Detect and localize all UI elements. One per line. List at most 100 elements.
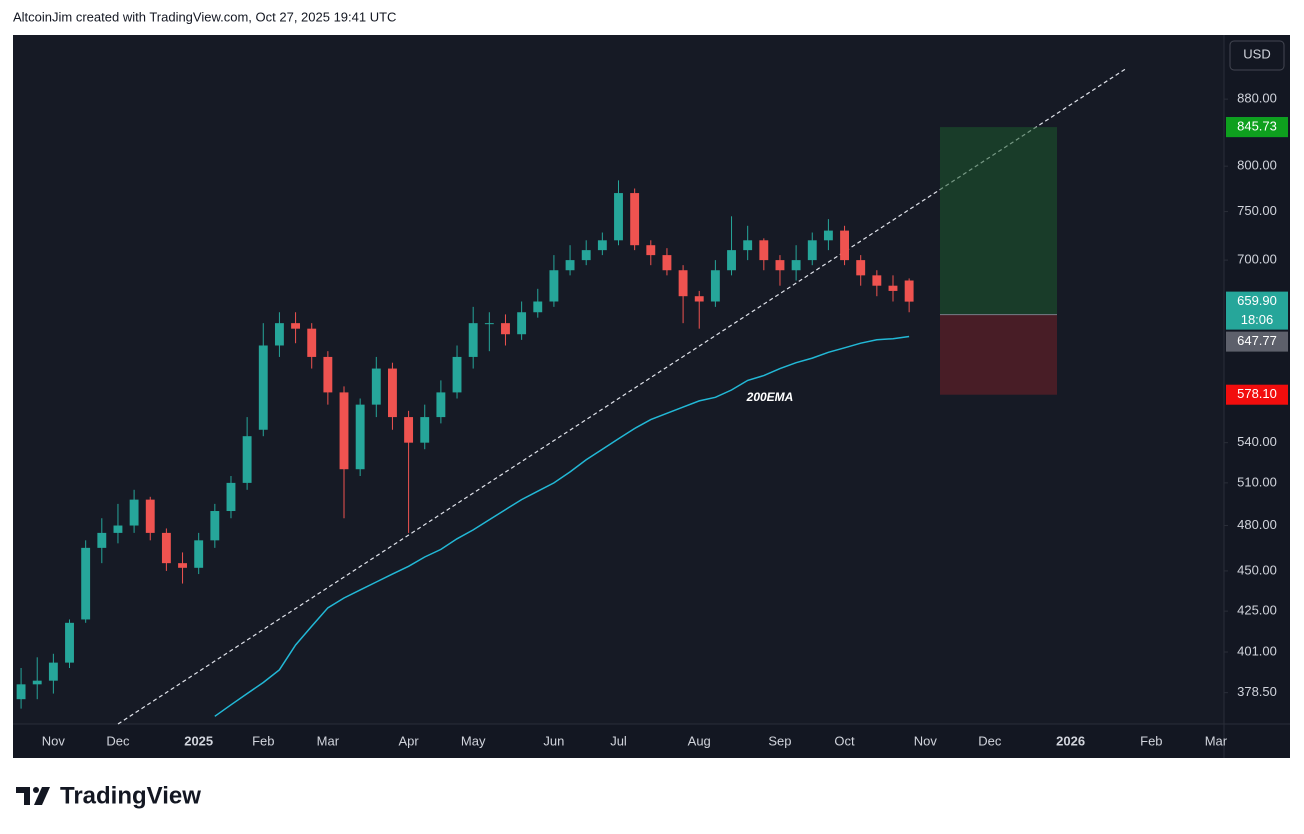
candle-body bbox=[597, 240, 607, 251]
countdown: 18:06 bbox=[1241, 312, 1274, 327]
candle-body bbox=[323, 356, 333, 393]
candle-body bbox=[274, 323, 284, 346]
x-tick-label: 2026 bbox=[1056, 733, 1085, 748]
x-tick-label: Mar bbox=[1205, 733, 1228, 748]
currency-button[interactable] bbox=[1229, 40, 1285, 71]
candle-body bbox=[872, 275, 882, 286]
target-tag: 845.73 bbox=[1237, 119, 1277, 134]
candle-body bbox=[614, 193, 623, 241]
candle-body bbox=[307, 328, 317, 357]
candle-body bbox=[904, 280, 914, 302]
x-tick-label: Jul bbox=[610, 733, 627, 748]
x-tick-label: Feb bbox=[1140, 733, 1162, 748]
candle-body bbox=[145, 499, 155, 533]
candle-body bbox=[242, 436, 252, 483]
candle-body bbox=[404, 417, 414, 443]
candle-body bbox=[355, 404, 365, 470]
candle-body bbox=[32, 680, 42, 685]
candle-body bbox=[840, 230, 849, 261]
last-tag-bg bbox=[1226, 291, 1288, 330]
stop-zone bbox=[940, 314, 1057, 395]
y-tick-label: 880.00 bbox=[1237, 91, 1277, 106]
logo-icon bbox=[16, 787, 30, 805]
ema-line bbox=[214, 335, 910, 717]
stop-tag: 578.10 bbox=[1237, 386, 1277, 401]
logo-icon bbox=[34, 787, 50, 805]
candle-body bbox=[258, 345, 268, 430]
candle-body bbox=[291, 323, 301, 329]
y-tick-label: 425.00 bbox=[1237, 603, 1277, 618]
target-tag-fill bbox=[1226, 117, 1288, 138]
candle-body bbox=[807, 240, 817, 261]
entry-tag-bg bbox=[1226, 331, 1288, 352]
candle-body bbox=[452, 356, 462, 393]
candle-body bbox=[533, 301, 543, 313]
candle-body bbox=[436, 392, 446, 418]
candle-body bbox=[178, 563, 187, 568]
logo-icon bbox=[33, 787, 39, 793]
candle-body bbox=[517, 312, 527, 335]
candle-body bbox=[565, 260, 575, 271]
logo: TradingView bbox=[16, 782, 201, 809]
candle-body bbox=[388, 368, 397, 418]
candle-body bbox=[339, 392, 349, 470]
last-tag: 659.90 bbox=[1237, 293, 1277, 308]
candle-body bbox=[371, 368, 381, 405]
x-tick-label: Nov bbox=[42, 733, 66, 748]
y-tick-label: 800.00 bbox=[1237, 158, 1277, 173]
candle-body bbox=[48, 662, 58, 681]
x-tick-label: Nov bbox=[914, 733, 938, 748]
y-tick-label: 401.00 bbox=[1237, 643, 1277, 658]
candle-body bbox=[743, 240, 753, 251]
target-zone bbox=[940, 127, 1057, 315]
x-tick-label: Dec bbox=[106, 733, 130, 748]
x-tick-label: Jun bbox=[543, 733, 564, 748]
y-tick-label: 378.50 bbox=[1237, 684, 1277, 699]
y-tick-label: 450.00 bbox=[1237, 562, 1277, 577]
candle-body bbox=[759, 240, 769, 261]
ema-label: 200EMA bbox=[746, 390, 794, 404]
y-tick-label: 480.00 bbox=[1237, 517, 1277, 532]
y-tick-label: 540.00 bbox=[1237, 434, 1277, 449]
candle-body bbox=[727, 250, 736, 271]
x-tick-label: Mar bbox=[317, 733, 340, 748]
candle-body bbox=[662, 255, 672, 271]
candle-body bbox=[694, 296, 704, 302]
candle-body bbox=[420, 417, 430, 443]
candle-body bbox=[791, 260, 801, 271]
x-tick-label: Feb bbox=[252, 733, 274, 748]
candle-body bbox=[81, 547, 91, 620]
x-tick-label: Sep bbox=[768, 733, 791, 748]
candle-body bbox=[16, 684, 26, 700]
x-tick-label: Dec bbox=[978, 733, 1002, 748]
candle-body bbox=[823, 230, 833, 241]
candle-body bbox=[549, 270, 559, 302]
candle-body bbox=[210, 511, 220, 541]
stop-tag-bg bbox=[1226, 384, 1288, 405]
candle-body bbox=[226, 482, 236, 512]
x-tick-label: Apr bbox=[398, 733, 419, 748]
candle-body bbox=[129, 499, 139, 526]
candle-body bbox=[856, 260, 866, 276]
candle-body bbox=[468, 323, 478, 357]
candle-body bbox=[97, 532, 107, 548]
y-tick-label: 750.00 bbox=[1237, 203, 1277, 218]
y-tick-label: 510.00 bbox=[1237, 474, 1277, 489]
header: AltcoinJim created with TradingView.com,… bbox=[13, 9, 396, 24]
x-tick-label: Oct bbox=[834, 733, 855, 748]
candle-body bbox=[113, 525, 123, 533]
x-tick-label: 2025 bbox=[184, 733, 213, 748]
candle-body bbox=[775, 260, 785, 271]
candle-body bbox=[710, 270, 720, 302]
currency: USD bbox=[1243, 46, 1270, 61]
candle-body bbox=[501, 323, 510, 335]
x-tick-label: Aug bbox=[688, 733, 711, 748]
candle-body bbox=[194, 540, 204, 568]
candle-body bbox=[888, 285, 898, 291]
y-tick-label: 700.00 bbox=[1237, 252, 1277, 267]
candle-body bbox=[678, 270, 688, 297]
candle-body bbox=[484, 323, 494, 325]
candle-body bbox=[161, 532, 171, 564]
entry-tag: 647.77 bbox=[1237, 333, 1277, 348]
